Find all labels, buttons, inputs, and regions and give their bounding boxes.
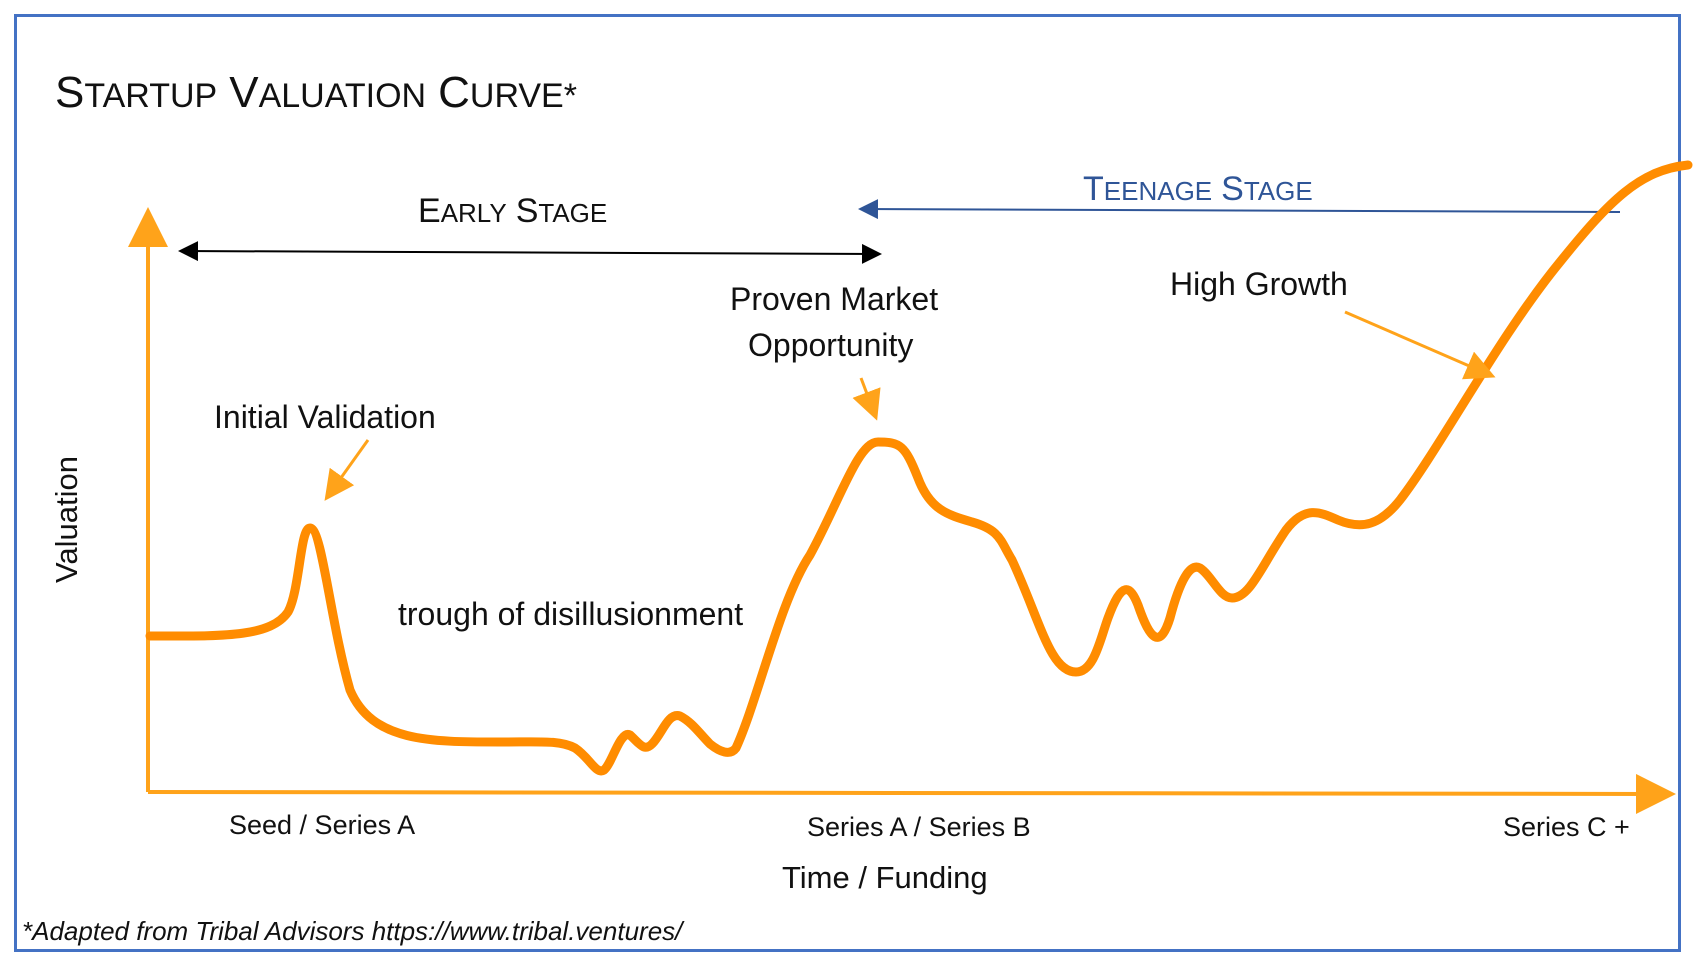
diagram-title: STARTUP VALUATION CURVE* xyxy=(55,68,577,117)
proven-market-label-line2: Opportunity xyxy=(748,327,913,363)
high-growth-pointer xyxy=(1344,310,1496,380)
proven-market-pointer xyxy=(852,377,881,421)
x-axis xyxy=(147,773,1676,814)
source-footnote: *Adapted from Tribal Advisors https://ww… xyxy=(22,916,685,946)
x-tick-label: Series A / Series B xyxy=(807,812,1031,842)
early-stage-label: EARLY STAGE xyxy=(418,192,607,230)
y-axis-label: Valuation xyxy=(49,456,84,583)
valuation-curve xyxy=(145,160,1693,776)
trough-label: trough of disillusionment xyxy=(398,596,743,632)
teenage-stage-label: TEENAGE STAGE xyxy=(1083,170,1313,208)
x-axis-label: Time / Funding xyxy=(782,860,988,895)
figure-border xyxy=(14,14,1681,952)
teenage-stage-arrow xyxy=(858,199,1621,220)
initial-validation-label: Initial Validation xyxy=(214,399,436,435)
high-growth-label: High Growth xyxy=(1170,266,1348,302)
initial-validation-pointer xyxy=(324,439,370,501)
x-tick-label: Seed / Series A xyxy=(229,810,415,840)
x-tick-label: Series C + xyxy=(1503,812,1630,842)
proven-market-label-line1: Proven Market xyxy=(730,281,938,317)
early-stage-arrow xyxy=(178,241,882,264)
